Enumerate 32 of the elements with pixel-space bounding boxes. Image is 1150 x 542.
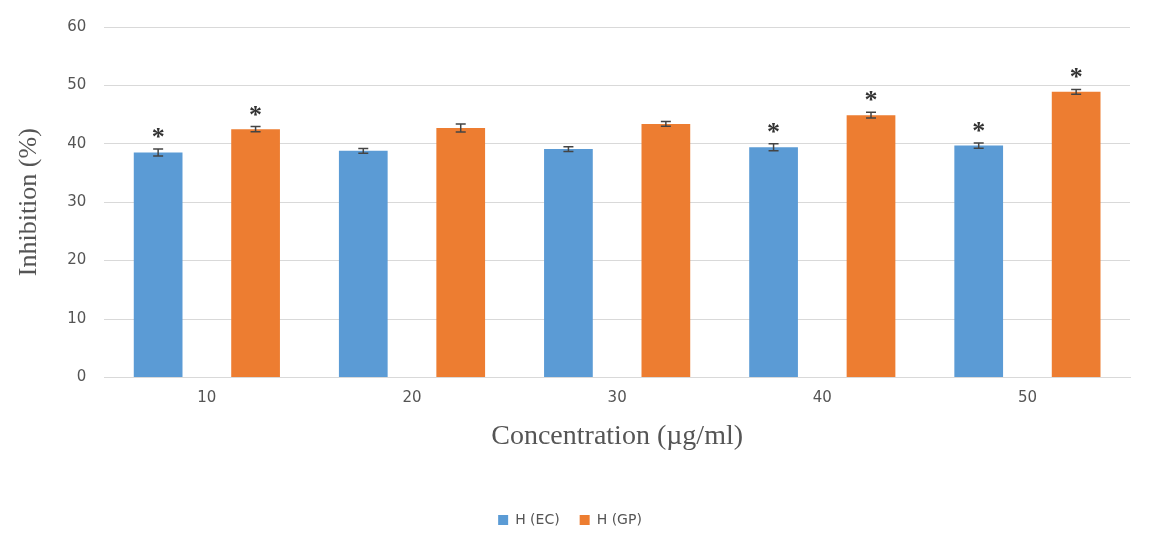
bar xyxy=(846,115,896,377)
x-tick-label: 50 xyxy=(1017,388,1037,407)
bar xyxy=(544,149,593,377)
data-label: * xyxy=(249,99,263,129)
data-label: * xyxy=(767,116,781,146)
data-label: * xyxy=(151,122,165,152)
bar xyxy=(133,152,183,377)
data-label: * xyxy=(972,115,986,145)
x-tick-label: 40 xyxy=(812,388,832,407)
y-tick-label: 50 xyxy=(67,75,87,94)
y-tick-label: 40 xyxy=(67,133,87,152)
bar xyxy=(231,129,280,377)
bar xyxy=(954,145,1004,377)
data-label: * xyxy=(1069,62,1083,92)
x-axis-title: Concentration (µg/ml) xyxy=(491,418,744,450)
y-tick-label: 60 xyxy=(67,16,87,35)
bar xyxy=(436,128,486,377)
y-axis-title: Inhibition (%) xyxy=(13,128,43,277)
legend-label: H (EC) xyxy=(515,510,560,527)
bar xyxy=(1051,91,1101,377)
x-tick-label: 30 xyxy=(607,388,627,407)
y-tick-label: 30 xyxy=(67,192,87,211)
bar xyxy=(641,123,691,377)
y-tick-label: 10 xyxy=(67,308,87,327)
x-tick-label: 10 xyxy=(197,388,217,407)
x-tick-label: 20 xyxy=(402,388,422,407)
bar xyxy=(749,147,798,377)
y-tick-label: 20 xyxy=(67,250,87,269)
y-tick-label: 0 xyxy=(76,367,87,386)
legend-label: H (GP) xyxy=(596,510,642,527)
data-label: * xyxy=(864,85,878,115)
bar xyxy=(338,150,388,377)
